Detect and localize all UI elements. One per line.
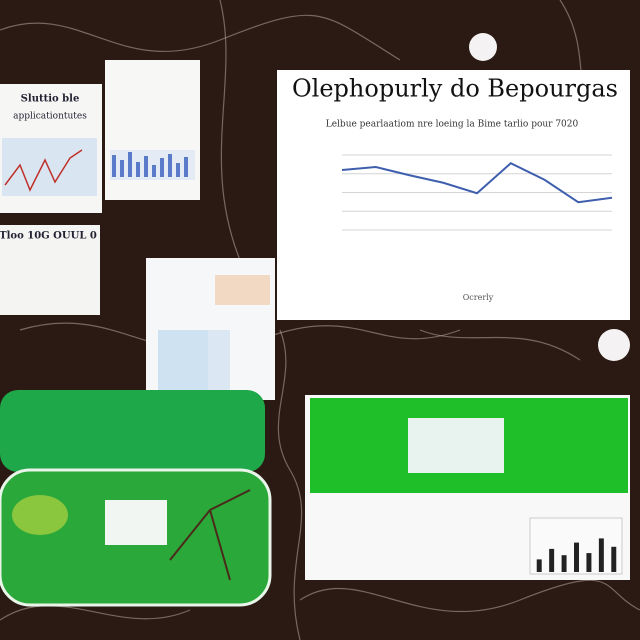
bar [598, 538, 604, 572]
main-subtitle: Lelbue pearlaatiom nre loeing la Bime ta… [326, 120, 579, 130]
data-line [341, 162, 613, 204]
card-center [146, 258, 275, 400]
bar [536, 559, 542, 572]
card-left-mid: Tloo 10G OUUL 0 [0, 225, 100, 315]
card-bars [105, 60, 200, 200]
card-left-top: Sluttio ble applicationtutes [0, 84, 102, 213]
card-subtitle: applicationtutes [13, 112, 87, 122]
main-panel: Olephopurly do Bepourgas Lelbue pearlaat… [277, 70, 630, 320]
x-axis-label: Ocrerly [463, 293, 494, 302]
bar [549, 548, 555, 572]
main-title: Olephopurly do Bepourgas [292, 75, 618, 103]
card-title: Tloo 10G OUUL 0 [0, 231, 97, 242]
card-title: Sluttio ble [21, 94, 80, 105]
bar [611, 546, 617, 572]
card-bottom-right [305, 395, 630, 580]
bar [586, 553, 592, 572]
bar [574, 542, 579, 572]
bar [561, 555, 567, 572]
card-green [0, 390, 272, 607]
